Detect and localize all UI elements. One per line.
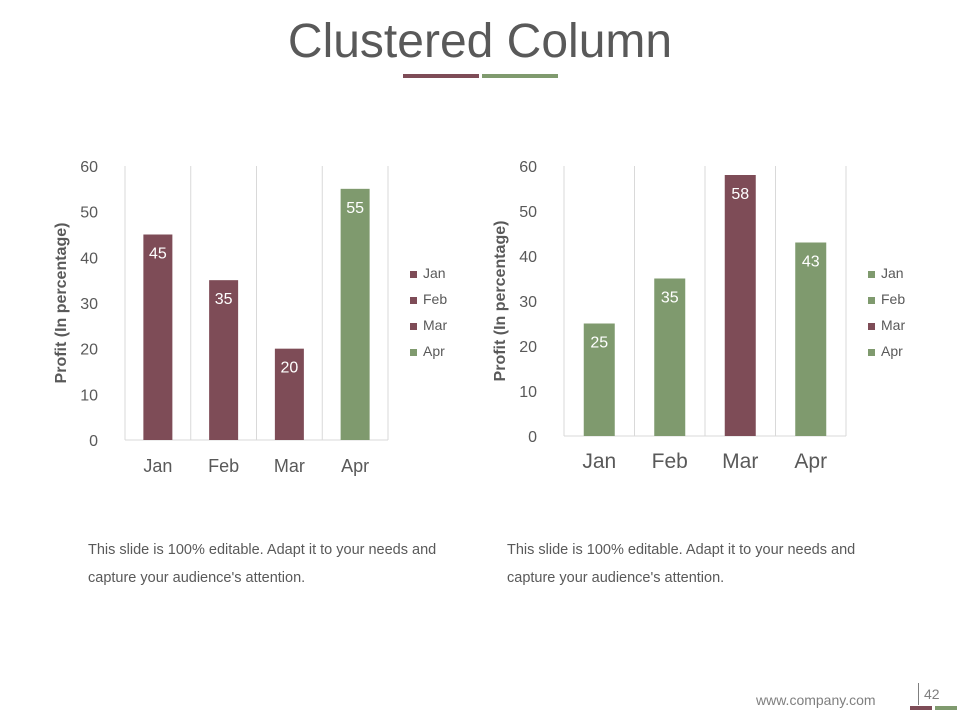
caption-left: This slide is 100% editable. Adapt it to…	[88, 542, 437, 586]
bar-mar	[724, 175, 756, 436]
y-tick-label: 0	[528, 429, 537, 446]
data-label: 35	[215, 291, 233, 308]
legend-label: Feb	[423, 291, 447, 307]
chart-right: 0 10 20 30 40 50 60 Profit (In percentage) 25 Jan…	[492, 159, 905, 473]
y-tick-label: 40	[519, 249, 537, 266]
data-label: 20	[280, 360, 298, 377]
legend-swatch	[868, 349, 875, 356]
legend-label: Apr	[881, 343, 903, 359]
slide-title: Clustered Column	[287, 15, 673, 68]
legend-swatch	[868, 271, 875, 278]
x-tick-label: Mar	[722, 450, 758, 473]
y-tick-label: 60	[519, 159, 537, 176]
y-tick-label: 40	[80, 250, 98, 267]
data-label: 35	[661, 290, 679, 307]
bar-jan	[583, 323, 615, 436]
x-tick-label: Jan	[143, 456, 172, 476]
data-label: 45	[149, 246, 167, 263]
y-tick-label: 30	[80, 296, 98, 313]
page-number: 42	[924, 686, 940, 702]
page-number-divider	[918, 683, 919, 705]
legend-swatch	[410, 323, 417, 330]
legend-label: Jan	[881, 265, 904, 281]
legend-swatch	[410, 297, 417, 304]
chart-left: 0 10 20 30 40 50 60 Profit (In percentage) 45 Jan…	[53, 159, 447, 476]
legend-label: Mar	[423, 317, 447, 333]
legend-label: Feb	[881, 291, 905, 307]
bar-mar	[274, 348, 304, 440]
y-tick-label: 20	[519, 339, 537, 356]
y-tick-label: 50	[80, 205, 98, 222]
x-tick-label: Mar	[274, 456, 305, 476]
bar-jan	[143, 234, 173, 440]
x-tick-label: Feb	[208, 456, 239, 476]
y-tick-label: 30	[519, 294, 537, 311]
y-tick-label: 20	[80, 342, 98, 359]
legend-swatch	[410, 349, 417, 356]
x-tick-label: Jan	[582, 450, 616, 473]
legend-swatch	[868, 323, 875, 330]
legend-label: Mar	[881, 317, 905, 333]
caption-right: This slide is 100% editable. Adapt it to…	[507, 542, 856, 586]
data-label: 25	[590, 335, 608, 352]
data-label: 43	[802, 254, 820, 271]
legend-swatch	[868, 297, 875, 304]
y-tick-label: 0	[89, 433, 98, 450]
bar-feb	[654, 278, 686, 436]
x-tick-label: Apr	[794, 450, 827, 473]
x-tick-label: Feb	[652, 450, 688, 473]
x-tick-label: Apr	[341, 456, 369, 476]
footer-bar-green	[935, 706, 957, 710]
bar-apr	[795, 242, 827, 436]
legend-label: Jan	[423, 265, 446, 281]
title-underline-green	[482, 74, 558, 78]
y-tick-label: 10	[80, 387, 98, 404]
title-underline-maroon	[403, 74, 479, 78]
footer-bar-maroon	[910, 706, 932, 710]
y-axis-label: Profit (In percentage)	[492, 221, 509, 382]
data-label: 58	[731, 186, 749, 203]
y-tick-label: 50	[519, 204, 537, 221]
bar-apr	[340, 188, 370, 440]
legend-label: Apr	[423, 343, 445, 359]
y-axis-label: Profit (In percentage)	[53, 223, 70, 384]
bar-feb	[209, 280, 239, 440]
legend-swatch	[410, 271, 417, 278]
y-tick-label: 60	[80, 159, 98, 176]
y-tick-label: 10	[519, 384, 537, 401]
footer-url: www.company.com	[756, 692, 876, 708]
data-label: 55	[346, 200, 364, 217]
